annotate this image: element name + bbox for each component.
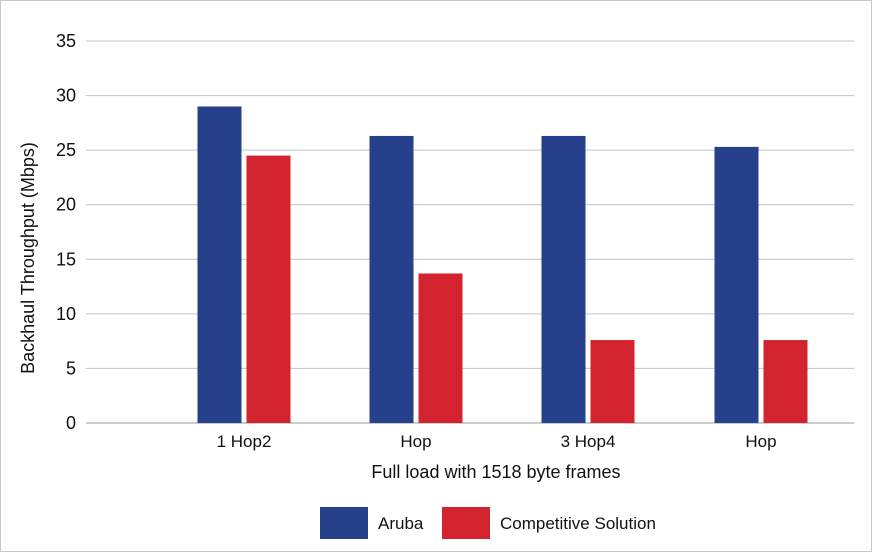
bar-aruba	[541, 135, 586, 423]
legend: Aruba Competitive Solution	[320, 507, 656, 539]
y-tick-label: 5	[66, 358, 76, 378]
x-axis-title: Full load with 1518 byte frames	[371, 462, 620, 482]
legend-label: Competitive Solution	[500, 514, 656, 533]
y-tick-label: 20	[56, 195, 76, 215]
x-axis-category-labels: 1 Hop2 Hop 3 Hop4 Hop	[217, 432, 777, 451]
y-tick-label: 10	[56, 304, 76, 324]
bar-aruba	[197, 106, 242, 423]
bar-competitive-solution	[246, 155, 291, 423]
bar-competitive-solution	[418, 273, 463, 423]
y-axis-title: Backhaul Throughput (Mbps)	[18, 142, 38, 374]
y-tick-label: 30	[56, 86, 76, 106]
legend-swatch	[442, 507, 490, 539]
x-category-label: 1 Hop2	[217, 432, 272, 451]
bar-competitive-solution	[590, 340, 635, 423]
y-tick-label: 0	[66, 413, 76, 433]
y-tick-label: 35	[56, 31, 76, 51]
legend-swatch	[320, 507, 368, 539]
bars	[197, 106, 808, 423]
x-category-label: 3 Hop4	[561, 432, 616, 451]
bar-aruba	[369, 135, 414, 423]
legend-label: Aruba	[378, 514, 424, 533]
bar-competitive-solution	[763, 340, 808, 423]
x-category-label: Hop	[745, 432, 776, 451]
y-tick-label: 25	[56, 140, 76, 160]
x-category-label: Hop	[400, 432, 431, 451]
y-tick-label: 15	[56, 249, 76, 269]
bar-aruba	[714, 146, 759, 423]
y-axis-tick-labels: 0 5 10 15 20 25 30 35	[56, 31, 76, 433]
